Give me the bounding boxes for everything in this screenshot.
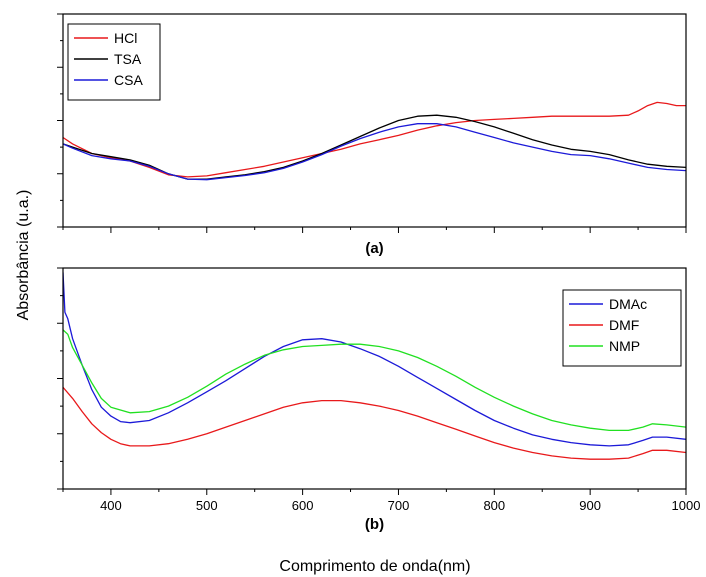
panel-label: (a) (365, 240, 383, 257)
series-line-hcl (63, 101, 686, 178)
x-tick-label: 900 (579, 498, 601, 513)
series-line-csa (63, 123, 686, 181)
x-tick-label: 1000 (672, 498, 701, 513)
x-axis-label: Comprimento de onda(nm) (279, 558, 470, 575)
chart-panel-1: (a) HCl TSA CSA (57, 13, 687, 257)
legend-label-nmp: NMP (609, 338, 640, 354)
legend-box (67, 23, 161, 101)
panel-label: (b) (365, 516, 384, 533)
legend-label-dmac: DMAc (609, 296, 647, 312)
legend-label-csa: CSA (114, 72, 143, 88)
x-tick-label: 600 (292, 498, 314, 513)
legend-label-dmf: DMF (609, 317, 639, 333)
legend-label-tsa: TSA (114, 51, 142, 67)
x-tick-label: 500 (196, 498, 218, 513)
series-line-dmf (63, 386, 686, 460)
y-axis-label: Absorbância (u.a.) (15, 190, 32, 321)
legend-box (562, 289, 682, 367)
legend-label-hcl: HCl (114, 30, 137, 46)
x-tick-label: 400 (100, 498, 122, 513)
x-tick-label: 800 (483, 498, 505, 513)
chart-panel-2: 400 500 600 700 800 900 1000 (b) DMAc DMF NMP (57, 267, 701, 533)
x-tick-label: 700 (388, 498, 410, 513)
legend: DMAc DMF NMP (562, 289, 682, 367)
series-line-nmp (63, 329, 686, 432)
legend: HCl TSA CSA (67, 23, 161, 101)
series-line-dmac (63, 272, 686, 447)
